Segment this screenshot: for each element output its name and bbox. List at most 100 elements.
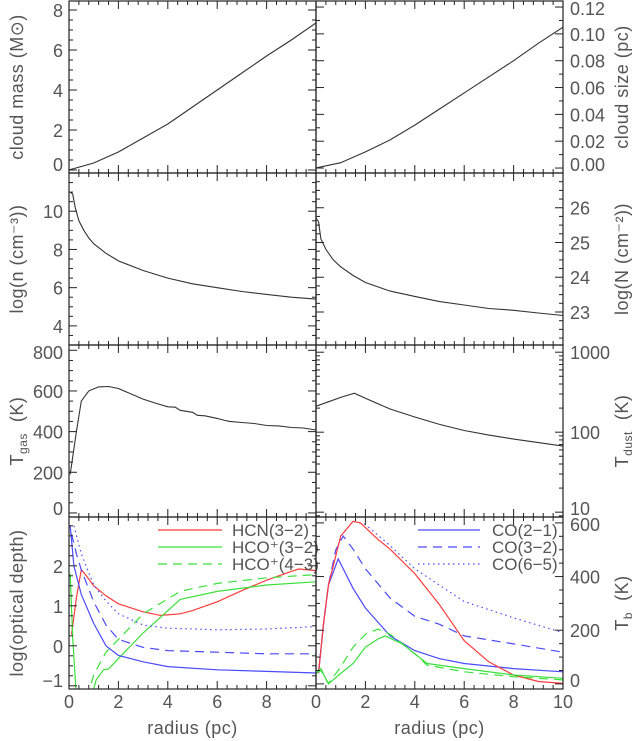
x-tick-label: 0 — [311, 692, 321, 712]
y-tick-label: 4 — [53, 317, 63, 337]
legend-label: CO(3−2) — [492, 538, 558, 557]
y-axis-label-unit: (K) — [612, 575, 632, 601]
y-axis-label-main: T — [612, 456, 632, 468]
series-line-hco32 — [69, 573, 316, 689]
panel-4: 0 200 400 600 800 Tgas (K) — [7, 343, 317, 519]
series-line-black-solid — [69, 22, 316, 171]
y-axis-label-main: T — [7, 454, 27, 466]
y-tick-label: 600 — [33, 382, 63, 402]
y-tick-label: 0.02 — [570, 132, 605, 152]
x-axis-label: radius (pc) — [147, 718, 238, 738]
y-axis-label: Tdust (K) — [612, 395, 635, 468]
series-line-black-solid — [69, 191, 316, 300]
x-tick-label: 6 — [212, 692, 222, 712]
y-axis-label-space — [612, 601, 632, 612]
legend-label: HCO⁺(3−2) — [232, 538, 319, 557]
y-axis-label: Tgas (K) — [7, 397, 30, 466]
y-tick-label: 0.08 — [570, 52, 605, 72]
y-tick-label: 25 — [570, 233, 590, 253]
y-axis-label: log(optical depth) — [7, 529, 27, 676]
series-line-blue-dotted — [73, 525, 316, 631]
y-tick-label: 2 — [53, 557, 63, 577]
panel-frame — [315, 0, 564, 174]
y-tick-label: 23 — [570, 303, 590, 323]
x-tick-label: 4 — [410, 692, 420, 712]
y-tick-label: 800 — [33, 343, 63, 363]
series-line-green-solid — [316, 635, 563, 685]
y-tick-label: 0 — [53, 155, 63, 175]
y-axis-label-main: T — [612, 619, 632, 631]
series-line-blue-dashed — [70, 533, 316, 655]
series-line-blue-solid — [69, 525, 316, 674]
y-tick-label: 200 — [33, 463, 63, 483]
legend-label: CO(6−5) — [492, 555, 558, 574]
series-line-green-dashed — [316, 628, 563, 685]
y-tick-label: 0.00 — [570, 155, 605, 175]
y-axis-label: Tb (K) — [612, 575, 635, 630]
x-tick-label: 10 — [553, 692, 573, 712]
x-tick-label: 2 — [113, 692, 123, 712]
panel-7: 0 200 400 600 Tb (K) CO(2−1)CO(3−2)CO(6−5) — [315, 515, 635, 691]
y-tick-label: 8 — [53, 240, 63, 260]
series-line-black-solid — [316, 26, 563, 169]
y-tick-label: 10 — [570, 499, 590, 519]
series-line-black-solid — [316, 392, 563, 447]
y-tick-label: 4 — [53, 81, 63, 101]
y-axis-label-unit: (K) — [7, 397, 27, 423]
series-line-co32 — [317, 534, 563, 674]
y-tick-label: 0.10 — [570, 25, 605, 45]
series-line-hco43 — [89, 574, 316, 689]
series-line-co65 — [317, 520, 563, 674]
y-axis-label-sub: b — [621, 612, 635, 619]
x-axis-label: radius (pc) — [394, 718, 485, 738]
y-tick-label: 0 — [53, 499, 63, 519]
panel-3: 23 24 25 26 log(N (cm⁻²)) — [315, 172, 632, 346]
x-tick-label: 0 — [64, 692, 74, 712]
panel-frame — [315, 172, 564, 346]
y-tick-label: 0 — [570, 671, 580, 691]
y-tick-label: 26 — [570, 199, 590, 219]
y-tick-label: 8 — [53, 1, 63, 21]
y-tick-label: 0 — [53, 637, 63, 657]
legend-label: HCN(3−2) — [232, 521, 309, 540]
y-axis-label-space — [7, 422, 27, 433]
series-line-red-solid — [317, 520, 563, 684]
y-tick-label: 6 — [53, 41, 63, 61]
y-tick-label: 10 — [43, 202, 63, 222]
y-axis-label: log(N (cm⁻²)) — [612, 203, 632, 315]
panel-frame — [68, 344, 317, 518]
y-tick-label: 2 — [53, 121, 63, 141]
panel-2: 4 6 8 10 log(n (cm⁻³)) — [7, 172, 317, 346]
legend-label: CO(2−1) — [492, 521, 558, 540]
y-tick-label: 6 — [53, 279, 63, 299]
panel-frame — [68, 0, 317, 174]
x-tick-label: 8 — [509, 692, 519, 712]
series-line-black-solid — [316, 217, 563, 317]
y-tick-label: 100 — [570, 423, 600, 443]
y-axis-label-sub: dust — [621, 431, 635, 456]
y-axis-label-unit: (K) — [612, 395, 632, 421]
y-axis-label-space — [612, 420, 632, 431]
y-tick-label: 0.04 — [570, 105, 605, 125]
series-line-black-solid — [69, 385, 316, 475]
y-tick-label: 0.06 — [570, 79, 605, 99]
y-tick-label: 200 — [570, 621, 600, 641]
y-axis-label-sub: gas — [16, 433, 30, 454]
y-tick-label: 1000 — [570, 343, 610, 363]
panel-frame — [68, 172, 317, 346]
panel-6: −1 0 1 2 log(optical depth) HCN(3−2)HCO⁺(3−2)… — [7, 516, 319, 691]
y-tick-label: 600 — [570, 515, 600, 535]
y-tick-label: 400 — [33, 423, 63, 443]
panel-1: 0.00 0.02 0.04 0.06 0.08 0.10 0.12 cloud size (… — [315, 0, 632, 175]
y-axis-label: cloud mass (M⊙) — [7, 14, 27, 160]
y-tick-label: 24 — [570, 268, 590, 288]
panel-frame — [315, 344, 564, 518]
legend-label: HCO⁺(4−3) — [232, 555, 319, 574]
x-tick-label: 6 — [459, 692, 469, 712]
y-tick-label: 0.12 — [570, 0, 605, 19]
x-tick-label: 4 — [163, 692, 173, 712]
y-tick-label: 1 — [53, 597, 63, 617]
y-axis-label: cloud size (pc) — [612, 25, 632, 149]
y-axis-label: log(n (cm⁻³)) — [7, 205, 27, 314]
